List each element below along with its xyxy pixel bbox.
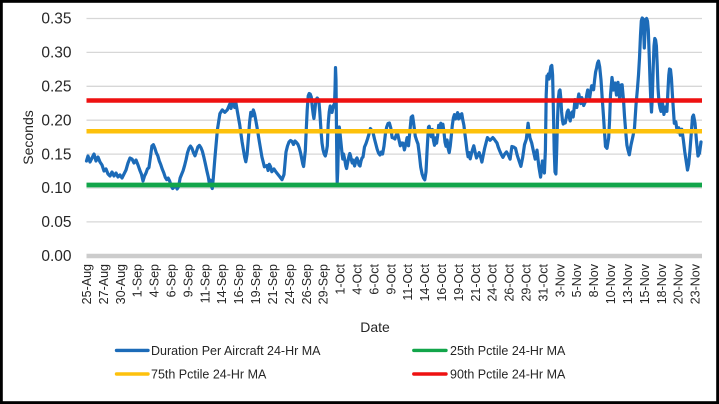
- svg-text:16-Oct: 16-Oct: [435, 263, 449, 301]
- svg-text:19-Sep: 19-Sep: [249, 264, 263, 304]
- svg-text:0.15: 0.15: [41, 146, 71, 163]
- svg-text:25th Pctile 24-Hr MA: 25th Pctile 24-Hr MA: [450, 344, 566, 358]
- svg-text:90th Pctile 24-Hr MA: 90th Pctile 24-Hr MA: [450, 367, 566, 381]
- svg-text:11-Sep: 11-Sep: [198, 264, 212, 303]
- svg-text:23-Nov: 23-Nov: [689, 263, 703, 304]
- svg-text:5-Nov: 5-Nov: [570, 263, 584, 297]
- svg-text:1-Sep: 1-Sep: [131, 264, 145, 297]
- svg-text:18-Nov: 18-Nov: [655, 263, 669, 304]
- svg-text:6-Oct: 6-Oct: [367, 263, 381, 294]
- svg-text:19-Oct: 19-Oct: [452, 263, 466, 301]
- svg-text:4-Sep: 4-Sep: [148, 264, 162, 297]
- svg-text:16-Sep: 16-Sep: [232, 264, 246, 304]
- svg-text:25-Aug: 25-Aug: [80, 264, 94, 304]
- svg-text:6-Sep: 6-Sep: [165, 264, 179, 297]
- svg-text:0.30: 0.30: [41, 45, 72, 62]
- svg-text:0.35: 0.35: [41, 11, 71, 28]
- svg-text:9-Oct: 9-Oct: [384, 263, 398, 294]
- svg-text:29-Oct: 29-Oct: [520, 263, 534, 301]
- svg-text:26-Oct: 26-Oct: [503, 263, 517, 301]
- svg-text:8-Nov: 8-Nov: [587, 263, 601, 297]
- svg-text:0.05: 0.05: [41, 214, 71, 231]
- svg-text:30-Aug: 30-Aug: [114, 264, 128, 304]
- svg-text:24-Oct: 24-Oct: [486, 263, 500, 301]
- svg-text:9-Sep: 9-Sep: [181, 264, 195, 297]
- svg-text:14-Sep: 14-Sep: [215, 264, 229, 304]
- svg-text:1-Oct: 1-Oct: [334, 263, 348, 294]
- svg-text:24-Sep: 24-Sep: [283, 264, 297, 304]
- svg-text:21-Sep: 21-Sep: [266, 264, 280, 304]
- svg-text:3-Nov: 3-Nov: [553, 263, 567, 297]
- svg-text:Duration Per Aircraft 24-Hr MA: Duration Per Aircraft 24-Hr MA: [151, 344, 321, 358]
- svg-text:29-Sep: 29-Sep: [317, 264, 331, 304]
- svg-text:27-Aug: 27-Aug: [97, 264, 111, 304]
- svg-text:75th Pctile 24-Hr MA: 75th Pctile 24-Hr MA: [151, 367, 267, 381]
- svg-text:4-Oct: 4-Oct: [351, 263, 365, 294]
- svg-text:13-Nov: 13-Nov: [621, 263, 635, 304]
- svg-text:0.25: 0.25: [41, 79, 71, 96]
- svg-text:20-Nov: 20-Nov: [672, 263, 686, 304]
- svg-text:10-Nov: 10-Nov: [604, 263, 618, 304]
- svg-text:0.00: 0.00: [41, 248, 72, 265]
- svg-text:11-Oct: 11-Oct: [401, 263, 415, 300]
- svg-text:15-Nov: 15-Nov: [638, 263, 652, 304]
- svg-text:Date: Date: [360, 319, 390, 335]
- svg-text:31-Oct: 31-Oct: [536, 263, 550, 301]
- svg-text:Seconds: Seconds: [20, 110, 36, 164]
- svg-text:0.20: 0.20: [41, 112, 72, 129]
- svg-text:21-Oct: 21-Oct: [469, 263, 483, 301]
- svg-text:14-Oct: 14-Oct: [418, 263, 432, 301]
- svg-text:0.10: 0.10: [41, 180, 72, 197]
- svg-text:26-Sep: 26-Sep: [300, 264, 314, 304]
